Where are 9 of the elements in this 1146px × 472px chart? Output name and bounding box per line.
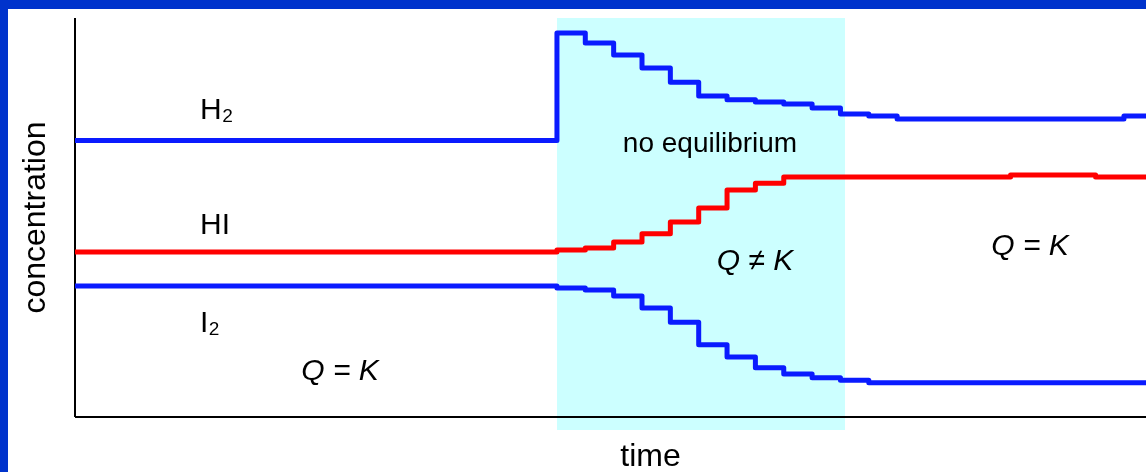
series-label: H₂ [200,91,234,125]
x-axis-title: time [620,437,681,472]
y-axis-title: concentration [16,121,52,314]
annotation: no equilibrium [622,127,798,158]
series-label: I₂ [200,305,220,339]
annotation: Q = K [301,353,381,386]
series-label: HI [200,206,230,240]
annotation: Q ≠ K [716,243,796,276]
annotation: Q = K [991,228,1071,261]
